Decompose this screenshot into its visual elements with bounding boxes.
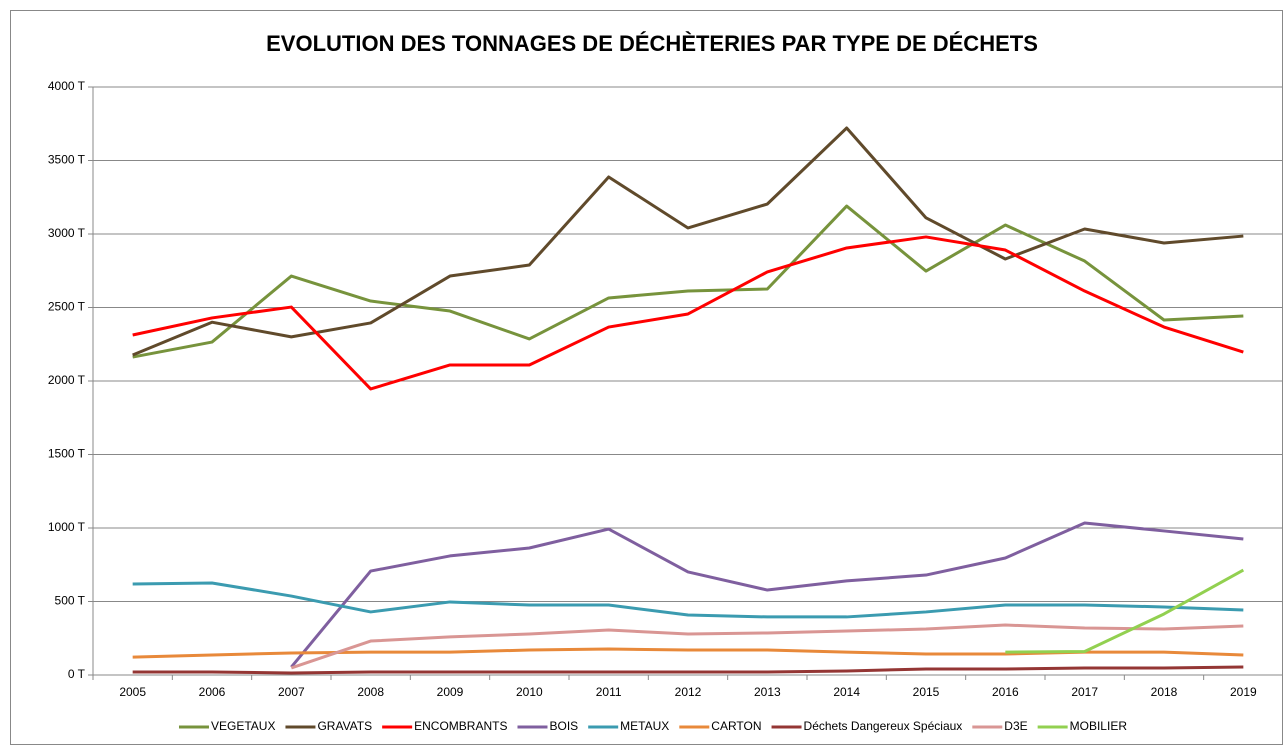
y-tick-label: 1000 T — [48, 520, 86, 534]
legend-label: BOIS — [549, 719, 578, 733]
x-tick-label: 2009 — [437, 685, 464, 699]
legend-label: Déchets Dangereux Spéciaux — [804, 719, 963, 733]
y-tick-label: 3500 T — [48, 153, 86, 167]
x-tick-label: 2018 — [1151, 685, 1178, 699]
line-series — [132, 665, 1244, 675]
legend-label: VEGETAUX — [211, 719, 275, 733]
x-tick-label: 2011 — [596, 685, 622, 699]
y-tick-label: 3000 T — [48, 226, 86, 240]
line-series — [290, 521, 1244, 669]
legend-label: ENCOMBRANTS — [414, 719, 507, 733]
y-tick-label: 1500 T — [48, 447, 86, 461]
x-tick-label: 2019 — [1230, 685, 1257, 699]
x-tick-label: 2017 — [1071, 685, 1098, 699]
x-tick-label: 2008 — [357, 685, 384, 699]
x-tick-label: 2005 — [119, 685, 146, 699]
line-series — [132, 204, 1244, 359]
x-tick-label: 2007 — [278, 685, 305, 699]
line-series — [1005, 568, 1245, 654]
line-series — [132, 235, 1244, 391]
line-series — [132, 581, 1244, 619]
x-tick-label: 2013 — [754, 685, 781, 699]
line-series — [290, 623, 1244, 670]
y-tick-label: 4000 T — [48, 79, 86, 93]
legend-label: CARTON — [711, 719, 761, 733]
y-tick-label: 0 T — [68, 667, 86, 681]
x-tick-label: 2014 — [833, 685, 860, 699]
chart-title: EVOLUTION DES TONNAGES DE DÉCHÈTERIES PA… — [266, 31, 1038, 56]
legend-label: GRAVATS — [317, 719, 372, 733]
x-tick-label: 2012 — [675, 685, 702, 699]
legend-label: METAUX — [620, 719, 669, 733]
x-tick-label: 2010 — [516, 685, 543, 699]
legend-label: D3E — [1004, 719, 1027, 733]
y-tick-label: 2500 T — [48, 300, 86, 314]
x-tick-label: 2006 — [199, 685, 226, 699]
legend-label: MOBILIER — [1070, 719, 1128, 733]
chart-border — [10, 10, 1283, 745]
x-tick-label: 2015 — [913, 685, 940, 699]
y-tick-label: 500 T — [55, 594, 86, 608]
x-tick-label: 2016 — [992, 685, 1019, 699]
y-tick-label: 2000 T — [48, 373, 86, 387]
